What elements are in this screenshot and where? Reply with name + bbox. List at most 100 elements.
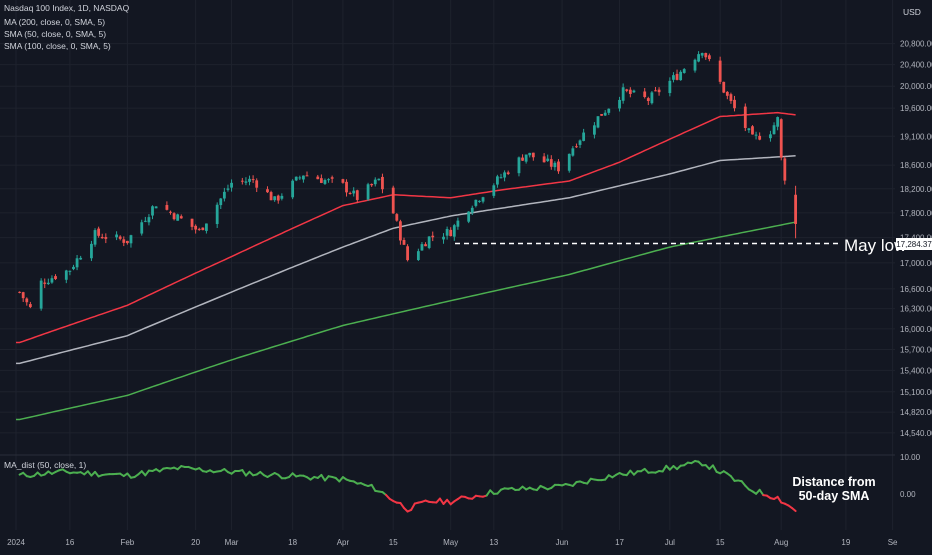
candle[interactable] xyxy=(381,177,384,189)
candle[interactable] xyxy=(144,221,147,222)
candle[interactable] xyxy=(694,60,697,71)
candle[interactable] xyxy=(607,109,610,113)
candle[interactable] xyxy=(658,90,661,93)
candle[interactable] xyxy=(90,244,93,258)
candle[interactable] xyxy=(47,283,50,284)
candle[interactable] xyxy=(780,119,783,157)
candle[interactable] xyxy=(446,229,449,236)
candle[interactable] xyxy=(604,113,607,116)
candle[interactable] xyxy=(755,135,758,136)
candle[interactable] xyxy=(406,246,409,260)
candle[interactable] xyxy=(482,197,485,201)
candle[interactable] xyxy=(521,158,524,161)
candle[interactable] xyxy=(280,196,283,199)
candle[interactable] xyxy=(356,190,359,200)
candle[interactable] xyxy=(568,154,571,171)
candle[interactable] xyxy=(316,177,319,180)
candle[interactable] xyxy=(550,159,553,167)
candle[interactable] xyxy=(342,179,345,183)
candle[interactable] xyxy=(582,133,585,141)
candle[interactable] xyxy=(776,117,779,127)
candle[interactable] xyxy=(449,230,452,236)
candle[interactable] xyxy=(40,281,43,309)
candle[interactable] xyxy=(122,239,125,243)
legend-sma50[interactable]: SMA (50, close, 0, SMA, 5) xyxy=(4,29,106,39)
candle[interactable] xyxy=(320,178,323,183)
candle[interactable] xyxy=(751,126,754,134)
candle[interactable] xyxy=(704,53,707,57)
candle[interactable] xyxy=(155,206,158,208)
candle[interactable] xyxy=(629,90,632,94)
candle[interactable] xyxy=(223,192,226,199)
candle[interactable] xyxy=(374,180,377,185)
candle[interactable] xyxy=(421,244,424,250)
candle[interactable] xyxy=(205,223,208,230)
candle[interactable] xyxy=(492,185,495,196)
candle[interactable] xyxy=(467,212,470,222)
candle[interactable] xyxy=(672,75,675,80)
candle[interactable] xyxy=(68,271,71,272)
candle[interactable] xyxy=(500,177,503,178)
candle[interactable] xyxy=(97,229,100,236)
candle[interactable] xyxy=(525,155,528,162)
candle[interactable] xyxy=(255,180,258,187)
candle[interactable] xyxy=(532,153,535,158)
candle[interactable] xyxy=(345,182,348,193)
candle[interactable] xyxy=(51,278,54,282)
candle[interactable] xyxy=(331,177,334,179)
candle[interactable] xyxy=(198,229,201,230)
candle[interactable] xyxy=(119,237,122,239)
candle[interactable] xyxy=(54,276,57,279)
candle[interactable] xyxy=(140,222,143,233)
candle[interactable] xyxy=(679,72,682,80)
candle[interactable] xyxy=(270,192,273,200)
candle[interactable] xyxy=(252,179,255,180)
legend-sma100[interactable]: SMA (100, close, 0, SMA, 5) xyxy=(4,41,111,51)
candle[interactable] xyxy=(575,146,578,147)
candle[interactable] xyxy=(72,267,75,269)
candle[interactable] xyxy=(593,125,596,134)
candle[interactable] xyxy=(744,107,747,128)
candle[interactable] xyxy=(708,55,711,59)
candle[interactable] xyxy=(676,74,679,80)
candle[interactable] xyxy=(194,226,197,230)
candle[interactable] xyxy=(349,193,352,194)
candle[interactable] xyxy=(625,89,628,90)
candle[interactable] xyxy=(370,184,373,185)
candle[interactable] xyxy=(478,201,481,202)
candle[interactable] xyxy=(180,216,183,218)
candle[interactable] xyxy=(43,283,46,284)
candle[interactable] xyxy=(553,163,556,167)
candle[interactable] xyxy=(377,179,380,180)
candle[interactable] xyxy=(507,172,510,174)
candle[interactable] xyxy=(298,177,301,178)
candle[interactable] xyxy=(668,81,671,93)
candle[interactable] xyxy=(579,140,582,144)
candle[interactable] xyxy=(219,198,222,205)
candle[interactable] xyxy=(104,237,107,239)
candle[interactable] xyxy=(248,179,251,182)
candle[interactable] xyxy=(654,90,657,91)
candle[interactable] xyxy=(169,212,172,213)
candle[interactable] xyxy=(719,61,722,82)
candle[interactable] xyxy=(618,100,621,109)
candle[interactable] xyxy=(277,196,280,201)
candle[interactable] xyxy=(783,158,786,180)
candle[interactable] xyxy=(216,205,219,224)
candle[interactable] xyxy=(431,236,434,238)
candle[interactable] xyxy=(79,258,82,260)
candle[interactable] xyxy=(697,54,700,61)
candle[interactable] xyxy=(399,221,402,240)
candle[interactable] xyxy=(266,189,269,192)
candle[interactable] xyxy=(417,251,420,260)
candle[interactable] xyxy=(245,181,248,182)
candle[interactable] xyxy=(392,188,395,214)
candle[interactable] xyxy=(650,92,653,103)
candle[interactable] xyxy=(496,176,499,184)
candle[interactable] xyxy=(747,128,750,130)
candle[interactable] xyxy=(518,157,521,173)
candle[interactable] xyxy=(126,241,129,243)
candle[interactable] xyxy=(324,180,327,184)
